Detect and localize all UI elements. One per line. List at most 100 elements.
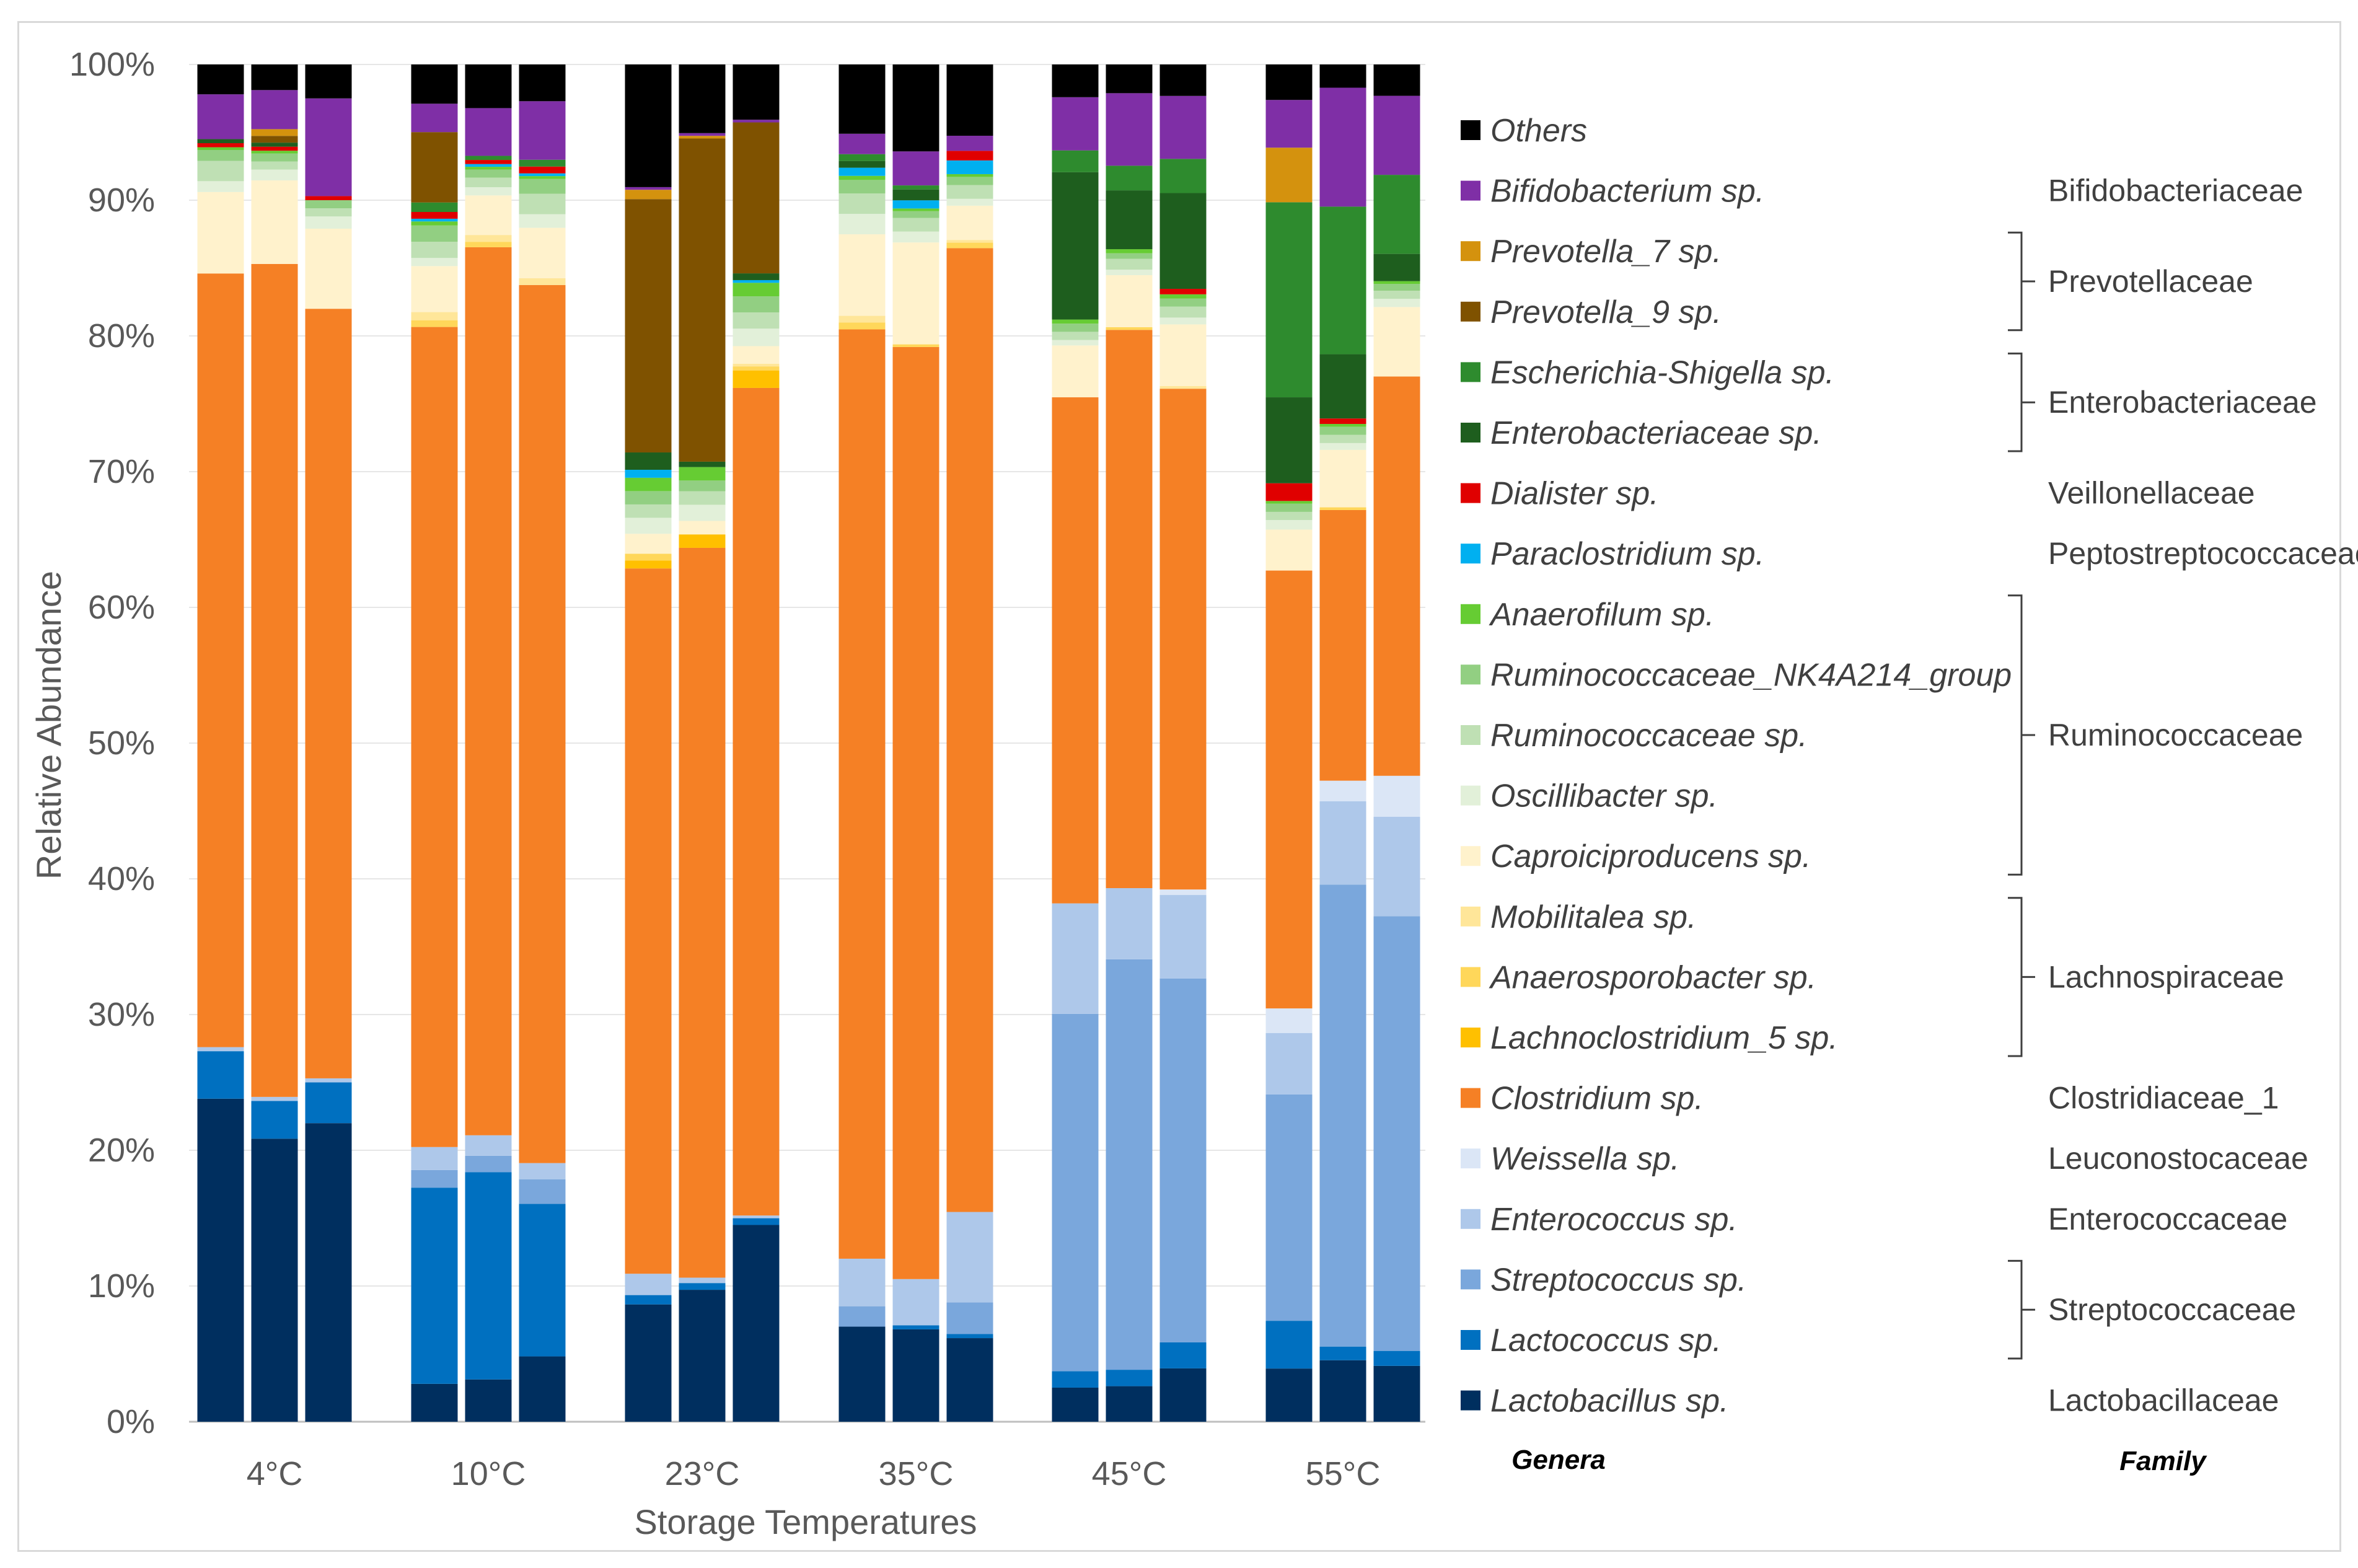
bar-segment	[1373, 1350, 1420, 1366]
bar-segment	[1106, 258, 1153, 270]
legend-swatch	[1461, 1209, 1480, 1229]
bar-segment	[732, 328, 780, 346]
bar-segment	[251, 153, 298, 162]
bar-segment	[625, 1274, 672, 1295]
bar-segment	[838, 1306, 886, 1327]
bar-segment	[519, 101, 566, 160]
bar-segment	[732, 366, 780, 371]
bar-segment	[465, 1379, 512, 1422]
legend-swatch	[1461, 1028, 1480, 1047]
bar-segment	[1265, 503, 1313, 512]
bar-segment	[838, 315, 886, 323]
legend-swatch	[1461, 1148, 1480, 1169]
y-tick-label: 40%	[88, 860, 155, 897]
legend-swatch	[1461, 1088, 1480, 1108]
bar-segment	[1319, 87, 1366, 207]
y-tick-label: 70%	[88, 453, 155, 490]
bar-segment	[1319, 509, 1366, 781]
legend-entry: Lactococcus sp.	[1490, 1323, 1722, 1359]
y-tick-label: 50%	[88, 725, 155, 762]
bar-segment	[679, 491, 726, 505]
bar-segment	[1373, 175, 1420, 254]
bar-segment	[305, 1123, 352, 1422]
bar-segment	[1265, 1008, 1313, 1033]
bar-segment	[1106, 275, 1153, 327]
legend-entry: Prevotella_9 sp.	[1490, 294, 1722, 330]
bar-segment	[1319, 780, 1366, 801]
x-tick-label: 10°C	[451, 1455, 526, 1492]
family-label: Lachnospiraceae	[2048, 959, 2284, 994]
family-bracket	[2008, 1259, 2035, 1360]
bar-segment	[946, 136, 993, 151]
bar-segment	[732, 64, 780, 120]
x-axis-title: Storage Temperatures	[634, 1502, 977, 1541]
bar-segment	[679, 1277, 726, 1284]
bar-segment	[519, 214, 566, 228]
bar-segment	[197, 181, 244, 192]
bar-segment	[946, 1302, 993, 1334]
bar-segment	[519, 278, 566, 285]
bar-segment	[1052, 172, 1099, 320]
bar-segment	[197, 94, 244, 139]
bar-segment	[197, 1098, 244, 1422]
bar-segment	[946, 1212, 993, 1303]
bar-segment	[251, 151, 298, 154]
bar-segment	[732, 1215, 780, 1218]
bar-segment	[1106, 253, 1153, 259]
bar-segment	[305, 1078, 352, 1083]
family-label: Ruminococcaceae	[2048, 718, 2303, 752]
bar-segment	[1052, 345, 1099, 398]
bar-segment	[946, 240, 993, 243]
bar-segment	[1159, 317, 1207, 325]
y-tick-label: 10%	[88, 1267, 155, 1305]
family-label: Streptococcaceae	[2048, 1292, 2296, 1327]
bar-segment	[251, 143, 298, 147]
bar-segment	[1265, 100, 1313, 148]
bar-segment	[1319, 884, 1366, 1347]
bar-segment	[411, 320, 458, 327]
legend-swatch	[1461, 301, 1480, 322]
bar-segment	[465, 160, 512, 164]
legend-entry: Escherichia-Shigella sp.	[1490, 355, 1834, 390]
bar-segment	[251, 1096, 298, 1101]
bar-segment	[1319, 443, 1366, 450]
bar-segment	[1106, 249, 1153, 253]
family-label: Leuconostocaceae	[2048, 1141, 2308, 1176]
legend-swatch	[1461, 483, 1480, 503]
bar-segment	[1373, 299, 1420, 307]
bar-segment	[305, 64, 352, 99]
bar-segment	[1106, 93, 1153, 166]
bar-segment	[1052, 332, 1099, 340]
bar-segment	[838, 234, 886, 316]
bar-segment	[679, 1283, 726, 1290]
bar-segment	[625, 187, 672, 190]
bar-segment	[1052, 319, 1099, 324]
bar-segment	[465, 1135, 512, 1156]
bar-segment	[1319, 418, 1366, 425]
family-bracket	[2008, 352, 2035, 452]
legend-entry: Enterobacteriaceae sp.	[1490, 415, 1822, 451]
x-tick-label: 23°C	[665, 1455, 740, 1492]
bar-segment	[1265, 501, 1313, 504]
bar-segment	[251, 129, 298, 136]
family-label: Lactobacillaceae	[2048, 1383, 2279, 1418]
bar-segment	[411, 258, 458, 266]
legend-swatch	[1461, 241, 1480, 262]
legend-swatch	[1461, 906, 1480, 927]
bar-segment	[1373, 291, 1420, 299]
bar-segment	[197, 161, 244, 182]
bar-segment	[625, 504, 672, 518]
family-bracket	[2008, 231, 2035, 332]
bar-segment	[519, 284, 566, 1163]
figure-frame	[17, 21, 2341, 1552]
family-label: Prevotellaceae	[2048, 264, 2253, 299]
bar-segment	[732, 312, 780, 329]
bar-segment	[1373, 1365, 1420, 1422]
bar-segment	[411, 266, 458, 312]
bar-segment	[892, 344, 939, 347]
bar-segment	[1159, 159, 1207, 193]
y-tick-label: 0%	[107, 1403, 155, 1440]
bar-segment	[1106, 270, 1153, 275]
legend-entry: Caproiciproducens sp.	[1490, 839, 1811, 874]
